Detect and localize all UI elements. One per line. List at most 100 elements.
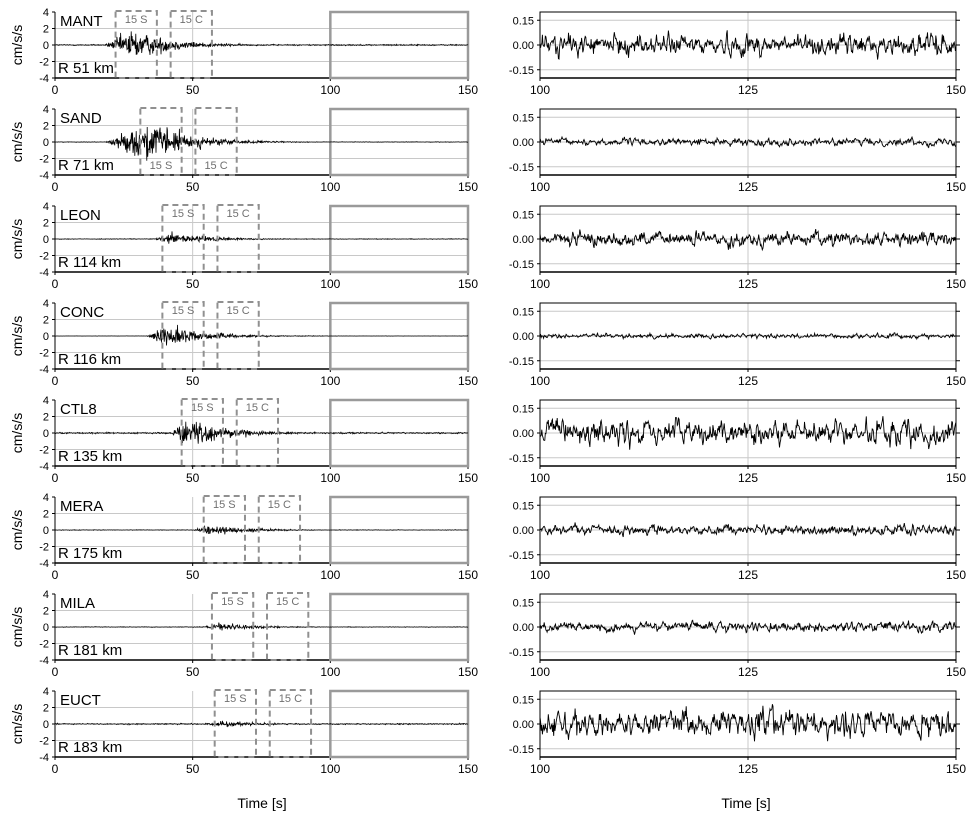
y-tick-label: 2 <box>43 121 49 133</box>
y-tick-label: -2 <box>39 154 49 166</box>
y-tick-label: -2 <box>39 445 49 457</box>
y-tick-label: 2 <box>43 24 49 36</box>
y-tick-label: 4 <box>43 589 49 601</box>
x-tick-label: 100 <box>320 374 340 388</box>
y-tick-label: 2 <box>43 218 49 230</box>
y-tick-label: 0 <box>43 137 49 149</box>
x-tick-label: 150 <box>458 374 478 388</box>
station-name: MERA <box>60 498 103 515</box>
x-tick-label: 50 <box>186 83 200 97</box>
y-tick-label: -4 <box>39 267 49 279</box>
x-tick-label: 0 <box>52 568 59 582</box>
x-tick-label: 150 <box>946 83 966 97</box>
station-distance: R 181 km <box>58 642 122 659</box>
x-tick-label: 100 <box>320 83 340 97</box>
x-tick-label: 0 <box>52 471 59 485</box>
s-window-box <box>180 398 224 467</box>
x-tick-label: 125 <box>738 762 758 776</box>
c-window-label: 15 C <box>246 402 269 414</box>
c-window-box <box>194 107 238 176</box>
y-tick-label: 2 <box>43 703 49 715</box>
y-tick-label: 0 <box>43 234 49 246</box>
waveform-trace <box>54 421 469 444</box>
station-name: EUCT <box>60 692 101 709</box>
y-tick-label: 0.15 <box>513 112 534 124</box>
y-tick-label: 4 <box>43 395 49 407</box>
noise-trace <box>539 619 957 635</box>
right-panel: 0.15 0.00 -0.15 100 125 150 <box>509 496 966 582</box>
s-window-label: 15 S <box>221 596 244 608</box>
y-tick-label: 0.15 <box>513 500 534 512</box>
x-tick-label: 100 <box>320 180 340 194</box>
y-tick-label: -0.15 <box>509 259 534 271</box>
x-tick-label: 150 <box>946 568 966 582</box>
c-window-label: 15 C <box>180 14 203 26</box>
x-tick-label: 150 <box>458 277 478 291</box>
y-tick-label: 0 <box>43 622 49 634</box>
y-tick-label: -2 <box>39 736 49 748</box>
y-tick-label: 0.00 <box>513 331 534 343</box>
noise-trace <box>539 30 957 60</box>
y-tick-label: -4 <box>39 558 49 570</box>
y-axis-label: cm/s/s <box>9 607 25 647</box>
x-tick-label: 150 <box>458 471 478 485</box>
s-window-label: 15 S <box>224 693 247 705</box>
x-tick-label: 0 <box>52 180 59 194</box>
x-tick-label: 150 <box>946 374 966 388</box>
station-distance: R 114 km <box>58 254 121 271</box>
y-axis-label: cm/s/s <box>9 316 25 356</box>
x-tick-label: 100 <box>320 277 340 291</box>
y-tick-label: -2 <box>39 57 49 69</box>
y-tick-label: -4 <box>39 461 49 473</box>
c-window-box <box>268 689 313 758</box>
s-window-label: 15 S <box>172 208 195 220</box>
right-panel: 0.15 0.00 -0.15 100 125 150 <box>509 690 966 776</box>
y-tick-label: 2 <box>43 606 49 618</box>
waveform-trace <box>54 720 469 728</box>
c-window-label: 15 C <box>276 596 299 608</box>
c-window-label: 15 C <box>268 499 291 511</box>
x-tick-label: 50 <box>186 762 200 776</box>
s-window-label: 15 S <box>191 402 214 414</box>
y-tick-label: 0.00 <box>513 137 534 149</box>
x-tick-label: 150 <box>946 277 966 291</box>
s-window-box <box>213 689 257 758</box>
y-tick-label: 0.15 <box>513 209 534 221</box>
y-tick-label: -2 <box>39 639 49 651</box>
y-tick-label: -4 <box>39 655 49 667</box>
station-name: CONC <box>60 304 104 321</box>
y-axis-label: cm/s/s <box>9 704 25 744</box>
waveform-trace <box>54 31 469 55</box>
right-panel: 0.15 0.00 -0.15 100 125 150 <box>509 593 966 679</box>
y-axis-label: cm/s/s <box>9 413 25 453</box>
y-tick-label: -0.15 <box>509 356 534 368</box>
x-tick-label: 0 <box>52 762 59 776</box>
y-tick-label: 0.00 <box>513 719 534 731</box>
x-tick-label: 100 <box>320 568 340 582</box>
c-window-label: 15 C <box>279 693 302 705</box>
x-tick-label: 100 <box>320 762 340 776</box>
y-tick-label: 0 <box>43 40 49 52</box>
s-window-label: 15 S <box>125 14 148 26</box>
y-tick-label: -4 <box>39 752 49 764</box>
c-window-label: 15 C <box>226 208 249 220</box>
y-tick-label: 0.00 <box>513 234 534 246</box>
s-window-label: 15 S <box>213 499 236 511</box>
y-tick-label: -0.15 <box>509 162 534 174</box>
y-tick-label: 0.15 <box>513 306 534 318</box>
x-tick-label: 0 <box>52 277 59 291</box>
y-tick-label: 4 <box>43 7 49 19</box>
station-name: LEON <box>60 207 101 224</box>
y-tick-label: -0.15 <box>509 647 534 659</box>
c-window-box <box>169 10 213 79</box>
station-name: CTL8 <box>60 401 97 418</box>
y-tick-label: -2 <box>39 251 49 263</box>
right-panel: 0.15 0.00 -0.15 100 125 150 <box>509 205 966 291</box>
x-tick-label: 100 <box>530 471 550 485</box>
